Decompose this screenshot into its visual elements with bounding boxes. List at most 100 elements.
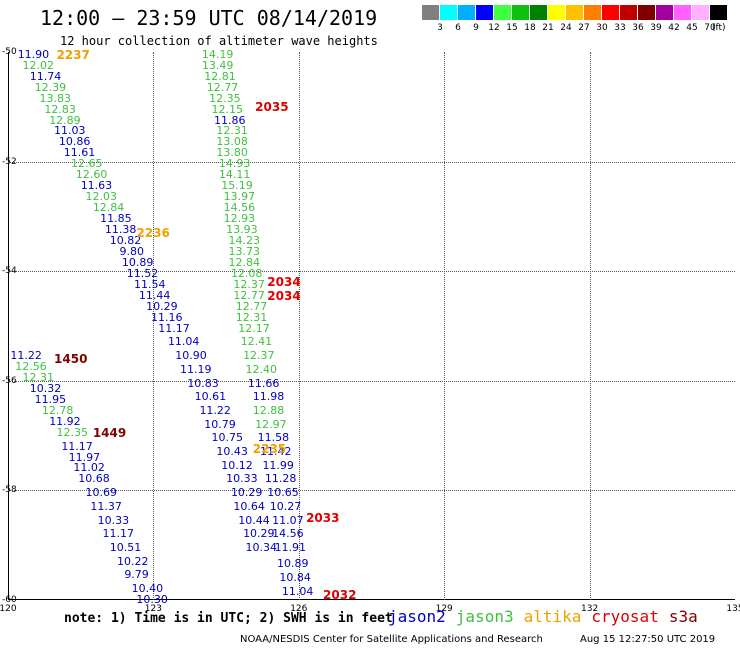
wave-height-reading: 10.40 — [131, 582, 164, 596]
legend-tick-label: 21 — [542, 23, 554, 33]
wave-height-reading: 12.93 — [223, 212, 256, 226]
wave-height-reading: 12.81 — [204, 69, 236, 83]
wave-height-reading: 13.97 — [223, 190, 256, 204]
wave-height-reading: 10.90 — [175, 349, 207, 363]
legend-swatch — [422, 5, 440, 20]
wave-height-reading: 12.97 — [255, 417, 287, 431]
wave-height-reading: 10.33 — [97, 513, 130, 527]
wave-height-reading: 10.29 — [230, 486, 263, 500]
wave-height-reading: 12.31 — [216, 124, 248, 138]
legend-swatch — [494, 5, 512, 20]
legend-tick-label: 30 — [596, 23, 608, 33]
wave-height-reading: 10.29 — [243, 527, 275, 541]
wave-height-reading: 9.79 — [124, 568, 149, 582]
wave-height-reading: 11.66 — [247, 376, 280, 390]
wave-height-reading: 10.86 — [58, 135, 91, 149]
wave-height-reading: 11.04 — [167, 335, 200, 349]
wave-height-reading: 10.65 — [267, 486, 299, 500]
latitude-label: -54 — [2, 266, 17, 277]
wave-height-reading: 11.85 — [100, 212, 132, 226]
legend-tick-label: 15 — [506, 23, 518, 33]
wave-height-reading: 13.08 — [216, 135, 248, 149]
track-time-label: 1449 — [92, 425, 127, 440]
wave-height-reading: 14.23 — [228, 234, 261, 248]
wave-height-reading: 10.27 — [269, 499, 302, 513]
wave-height-reading: 14.56 — [223, 201, 256, 215]
legend-swatch — [638, 5, 656, 20]
wave-height-reading: 12.35 — [209, 91, 241, 105]
track-time-label: 1450 — [54, 351, 88, 366]
legend-swatch — [710, 5, 728, 20]
wave-height-reading: 10.69 — [85, 486, 118, 500]
wave-height-reading: 12.77 — [206, 80, 239, 94]
wave-height-reading: 11.03 — [54, 124, 86, 138]
legend-swatch — [458, 5, 476, 20]
wave-height-reading: 12.37 — [243, 349, 275, 363]
wave-height-reading: 13.73 — [228, 245, 261, 259]
wave-height-reading: 10.32 — [29, 382, 62, 396]
wave-height-reading: 12.60 — [75, 168, 108, 182]
wave-height-reading: 11.38 — [104, 223, 137, 237]
wave-height-reading: 11.42 — [260, 445, 292, 459]
wave-height-reading: 13.93 — [226, 223, 258, 237]
wave-height-reading: 9.80 — [119, 245, 144, 259]
generated-timestamp: Aug 15 12:27:50 UTC 2019 — [580, 634, 716, 645]
legend-swatch — [530, 5, 548, 20]
wave-height-reading: 14.19 — [201, 47, 234, 61]
wave-height-reading: 12.37 — [233, 277, 265, 291]
wave-height-reading: 10.43 — [216, 445, 248, 459]
legend-tick-label: 42 — [668, 23, 680, 33]
satellite-key-cryosat: cryosat — [591, 607, 659, 626]
wave-height-reading: 10.75 — [211, 431, 244, 445]
wave-height-reading: 10.89 — [121, 255, 154, 269]
wave-height-reading: 12.08 — [230, 266, 263, 280]
wave-height-reading: 12.41 — [240, 335, 273, 349]
legend-tick-label: 33 — [614, 23, 626, 33]
legend-tick-label: 12 — [488, 23, 500, 33]
track-time-label: 2235 — [252, 442, 287, 457]
longitude-label: 129 — [435, 604, 453, 614]
legend-swatch — [584, 5, 602, 20]
latitude-label: -52 — [2, 156, 17, 167]
legend-swatch — [440, 5, 458, 20]
map-subtitle: 12 hour collection of altimeter wave hei… — [60, 34, 378, 48]
latitude-gridline — [8, 161, 735, 163]
longitude-label: 126 — [290, 604, 308, 614]
legend-swatch — [692, 5, 710, 20]
wave-height-reading: 11.58 — [257, 431, 290, 445]
wave-height-reading: 11.74 — [29, 69, 62, 83]
legend-unit: (ft) — [712, 23, 726, 33]
legend-tick-label: 18 — [524, 23, 536, 33]
wave-height-reading: 11.86 — [213, 113, 246, 127]
wave-height-reading: 10.22 — [117, 554, 149, 568]
wave-height-reading: 12.77 — [233, 288, 265, 302]
wave-height-reading: 12.31 — [22, 371, 55, 385]
wave-height-reading: 12.84 — [228, 255, 261, 269]
wave-height-reading: 11.07 — [272, 513, 304, 527]
wave-height-reading: 12.31 — [235, 310, 268, 324]
legend-tick-label: 70 — [704, 23, 716, 33]
legend-swatch — [656, 5, 674, 20]
wave-height-reading: 11.52 — [126, 266, 159, 280]
wave-height-reading: 11.97 — [68, 450, 101, 464]
legend-tick-label: 9 — [473, 23, 479, 33]
wave-height-reading: 11.99 — [262, 458, 294, 472]
legend-swatch — [512, 5, 530, 20]
wave-height-reading: 12.84 — [92, 201, 125, 215]
wave-height-reading: 12.78 — [41, 403, 74, 417]
wave-height-reading: 10.79 — [204, 417, 236, 431]
wave-height-reading: 11.22 — [10, 349, 42, 363]
wave-height-reading: 14.56 — [272, 527, 304, 541]
track-time-label: 2034 — [267, 275, 301, 290]
wave-height-reading: 12.65 — [71, 157, 103, 171]
track-time-label: 2033 — [306, 510, 340, 525]
wave-height-reading: 10.51 — [109, 540, 142, 554]
wave-height-reading: 12.17 — [238, 321, 270, 335]
wave-height-reading: 11.90 — [17, 47, 50, 61]
wave-height-reading: 14.11 — [218, 168, 251, 182]
wave-height-reading: 11.17 — [102, 527, 135, 541]
satellite-key-s3a: s3a — [668, 607, 698, 626]
wave-height-reading: 11.17 — [158, 321, 190, 335]
wave-height-reading: 11.04 — [281, 584, 314, 598]
wave-height-reading: 12.40 — [245, 362, 277, 376]
